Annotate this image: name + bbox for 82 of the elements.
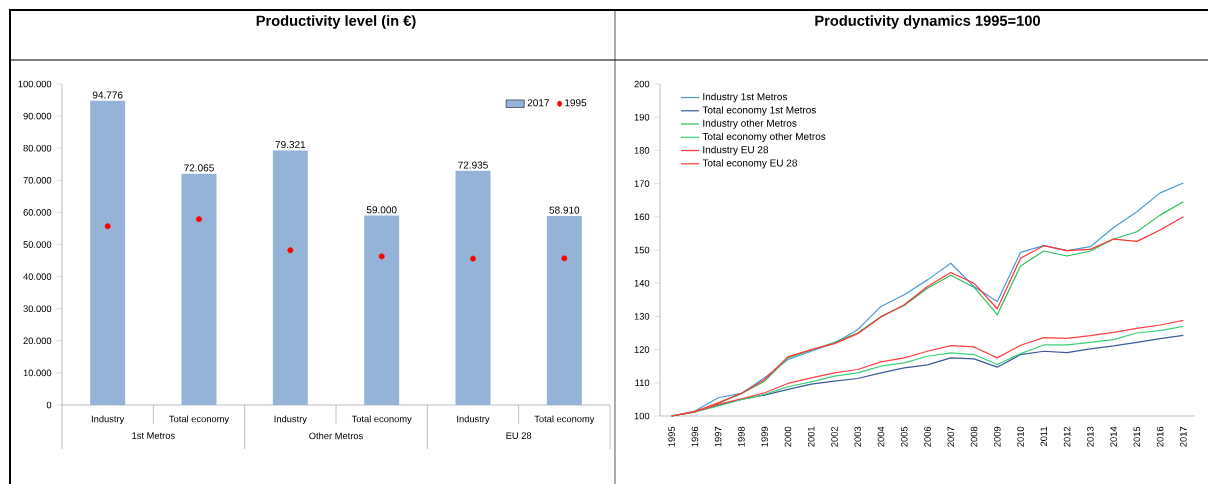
chart-title: Productivity level (in €) bbox=[256, 15, 416, 29]
data-label: 72.065 bbox=[184, 164, 214, 172]
legend-label: Industry EU 28 bbox=[703, 145, 769, 156]
x-tick-label: 1996 bbox=[691, 426, 699, 447]
x-tick-label: 2013 bbox=[1087, 426, 1094, 447]
data-label: 94.776 bbox=[92, 91, 123, 99]
x-tick-label: 1999 bbox=[761, 426, 768, 447]
x-tick-label: Total economy bbox=[351, 415, 412, 425]
x-tick-label: 2000 bbox=[784, 426, 792, 447]
y-tick-label: 10.000 bbox=[23, 369, 52, 377]
x-tick-label: 2003 bbox=[854, 426, 862, 447]
y-tick-label: 70.000 bbox=[23, 177, 52, 184]
legend-label: Industry 1st Metros bbox=[703, 92, 788, 103]
x-tick-label: Industry bbox=[91, 415, 125, 425]
bar bbox=[90, 100, 126, 405]
x-tick-label: 2005 bbox=[900, 426, 908, 447]
y-tick-label: 100.000 bbox=[18, 80, 52, 88]
x-tick-label: 2002 bbox=[831, 426, 838, 447]
x-tick-label: 2016 bbox=[1156, 426, 1164, 447]
bar bbox=[364, 215, 400, 405]
point bbox=[104, 223, 111, 230]
x-tick-label: 2010 bbox=[1017, 426, 1024, 447]
x-tick-label: 2015 bbox=[1133, 426, 1141, 447]
y-tick-label: 150 bbox=[634, 246, 650, 254]
y-tick-label: 130 bbox=[634, 313, 650, 320]
data-label: 72.935 bbox=[458, 161, 488, 169]
y-tick-label: 140 bbox=[634, 279, 650, 287]
y-tick-label: 110 bbox=[635, 379, 650, 387]
legend-label: Industry other Metros bbox=[703, 119, 797, 129]
y-tick-label: 0 bbox=[46, 401, 52, 409]
legend-label: Total economy other Metros bbox=[702, 132, 826, 142]
legend-label: 2017 bbox=[527, 99, 549, 107]
text: 1st Metros bbox=[132, 432, 175, 439]
x-tick-label: Industry bbox=[274, 415, 307, 425]
y-tick-label: 200 bbox=[634, 80, 650, 88]
data-label: 58.910 bbox=[549, 206, 580, 214]
x-tick-label: 2006 bbox=[924, 426, 931, 447]
bar bbox=[546, 215, 582, 405]
y-tick-label: 120 bbox=[634, 346, 650, 353]
bar bbox=[455, 170, 491, 405]
point bbox=[196, 216, 202, 223]
legend-label: 1995 bbox=[565, 99, 587, 107]
y-tick-label: 20.000 bbox=[23, 337, 52, 345]
x-tick-label: 2009 bbox=[993, 426, 1001, 447]
bar bbox=[272, 150, 308, 405]
x-tick-label: 1995 bbox=[668, 426, 675, 447]
x-tick-label: 2014 bbox=[1110, 426, 1117, 447]
x-tick-label: 2004 bbox=[877, 426, 885, 447]
y-tick-label: 60.000 bbox=[23, 209, 52, 216]
text: Other Metros bbox=[309, 432, 363, 440]
x-tick-label: 2001 bbox=[807, 426, 815, 447]
text: EU 28 bbox=[506, 432, 532, 439]
y-tick-label: 100 bbox=[634, 412, 650, 420]
x-tick-label: 2017 bbox=[1180, 426, 1187, 447]
x-tick-label: Total economy bbox=[534, 415, 595, 425]
x-tick-label: 1998 bbox=[738, 426, 745, 447]
y-tick-label: 170 bbox=[634, 180, 650, 187]
y-tick-label: 50.000 bbox=[23, 241, 52, 248]
y-tick-label: 40.000 bbox=[23, 273, 52, 280]
x-tick-label: 2011 bbox=[1040, 426, 1048, 446]
point bbox=[378, 253, 385, 260]
point bbox=[561, 255, 568, 262]
y-tick-label: 160 bbox=[634, 213, 650, 221]
x-tick-label: 1997 bbox=[714, 426, 722, 447]
data-label: 79.321 bbox=[275, 141, 306, 149]
y-tick-label: 80.000 bbox=[23, 144, 52, 152]
point bbox=[470, 255, 476, 262]
legend-label: Total economy EU 28 bbox=[702, 159, 797, 169]
point bbox=[287, 247, 294, 254]
bar bbox=[181, 173, 217, 405]
x-tick-label: Industry bbox=[457, 415, 490, 425]
x-tick-label: 2012 bbox=[1063, 426, 1071, 447]
y-tick-label: 90.000 bbox=[23, 112, 52, 120]
y-tick-label: 30.000 bbox=[23, 305, 52, 312]
x-tick-label: 2008 bbox=[970, 426, 978, 447]
legend-label: Total economy 1st Metros bbox=[702, 106, 816, 116]
x-tick-label: 2007 bbox=[947, 426, 955, 447]
y-tick-label: 180 bbox=[634, 147, 650, 154]
y-tick-label: 190 bbox=[634, 113, 650, 121]
data-label: 59.000 bbox=[366, 206, 397, 214]
x-tick-label: Total economy bbox=[169, 415, 230, 425]
chart-title: Productivity dynamics 1995=100 bbox=[815, 15, 1040, 29]
